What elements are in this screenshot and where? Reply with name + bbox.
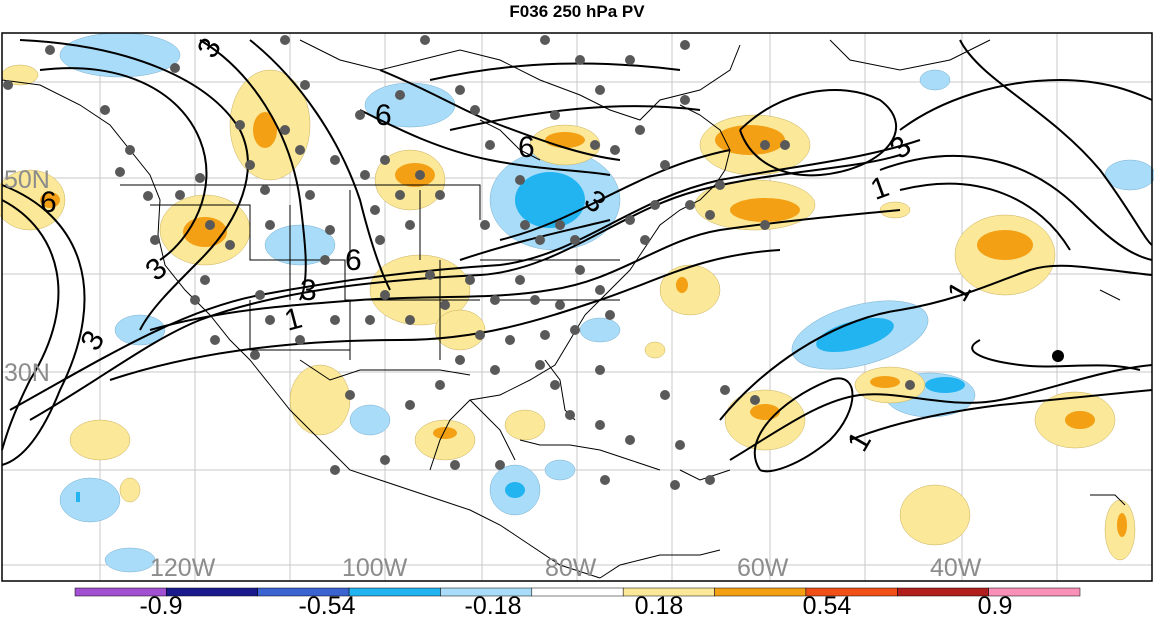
contour-label: 6 (375, 99, 392, 132)
contour-label: 6 (345, 244, 362, 277)
colorbar-segment (531, 587, 624, 597)
colorbar (74, 587, 1081, 597)
colorbar-segment (897, 587, 989, 597)
marker-dot (1052, 350, 1064, 362)
colorbar-tick-label: -0.18 (465, 592, 522, 619)
map-title: F036 250 hPa PV (509, 2, 645, 21)
lat-label-30n: 30N (4, 359, 50, 387)
lon-label-100w: 100W (342, 554, 408, 582)
colorbar-labels: -0.9 -0.54 -0.18 0.18 0.54 0.9 (139, 592, 1012, 619)
lon-label-120w: 120W (150, 554, 216, 582)
coastlines-and-borders (1, 39, 1126, 579)
pv-contours (1, 39, 1153, 473)
lat-label-50n: 50N (4, 166, 50, 194)
colorbar-tick-label: 0.18 (635, 592, 684, 619)
colorbar-tick-label: -0.54 (299, 592, 356, 619)
colorbar-segment (714, 587, 807, 597)
lon-label-80w: 80W (545, 554, 597, 582)
station-dots (3, 35, 915, 490)
lon-label-60w: 60W (737, 554, 789, 582)
contour-label: 6 (518, 131, 535, 164)
colorbar-segment (988, 587, 1081, 597)
colorbar-segment (348, 587, 441, 597)
map-border (1, 32, 1153, 582)
colorbar-tick-label: 0.54 (803, 592, 852, 619)
lon-label-40w: 40W (930, 554, 982, 582)
contour-label: 6 (40, 186, 57, 219)
colorbar-tick-label: -0.9 (139, 592, 182, 619)
colorbar-tick-label: 0.9 (978, 592, 1013, 619)
contour-label: 3 (300, 274, 317, 307)
